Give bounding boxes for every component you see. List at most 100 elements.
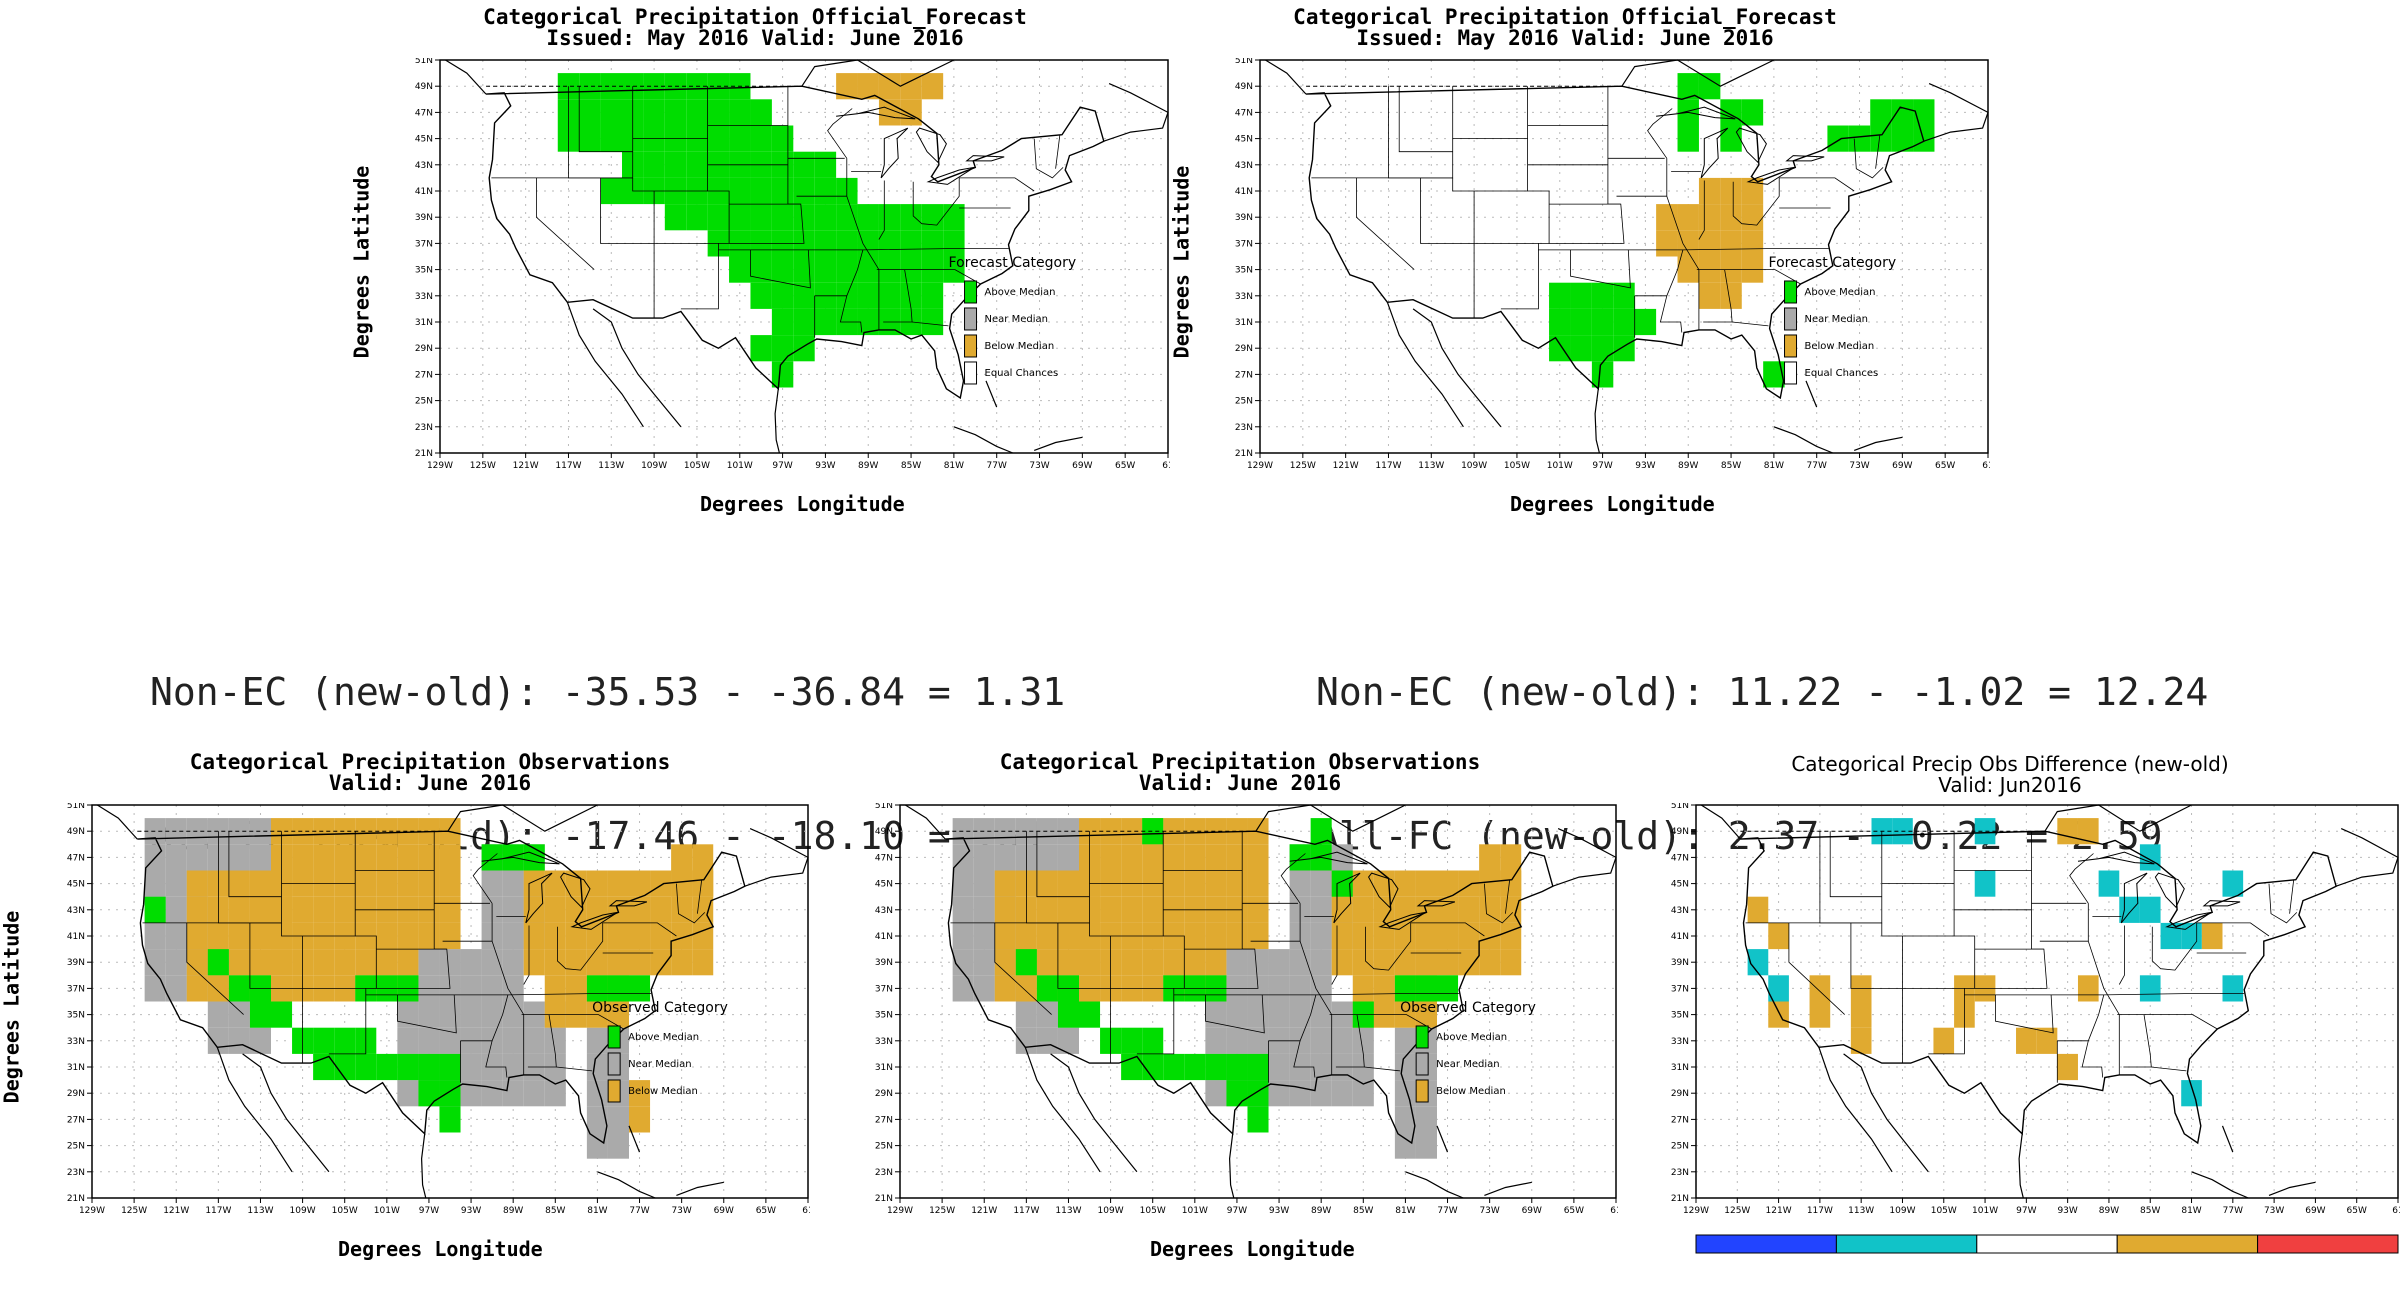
near-median-cell bbox=[1289, 1001, 1311, 1028]
colorbar-segment bbox=[2116, 1234, 2259, 1254]
above-median-cell bbox=[1741, 99, 1764, 126]
panel-title-line1: Categorical Precipitation Observations bbox=[999, 750, 1481, 774]
lat-tick-label: 35N bbox=[875, 1011, 893, 1021]
below-median-cell bbox=[1373, 975, 1395, 1002]
legend-label: Near Median bbox=[1436, 1059, 1499, 1070]
below-median-cell bbox=[692, 870, 714, 897]
below-median-cell bbox=[1720, 282, 1742, 309]
above-median-cell bbox=[579, 73, 601, 100]
below-median-cell bbox=[1205, 844, 1227, 871]
lon-tick-label: 125W bbox=[470, 461, 496, 471]
lon-tick-label: 101W bbox=[1547, 461, 1573, 471]
below-median-cell bbox=[1184, 818, 1206, 845]
above-median-cell bbox=[607, 975, 629, 1002]
lat-tick-label: 23N bbox=[1671, 1168, 1689, 1178]
below-median-cell bbox=[671, 896, 693, 923]
lon-tick-label: 129W bbox=[887, 1206, 913, 1216]
plus1-change-cell bbox=[2036, 1027, 2058, 1054]
lat-tick-label: 39N bbox=[1235, 213, 1253, 223]
below-median-cell bbox=[1352, 922, 1374, 950]
axis-ticks: 129W 125W 121W 117W 113W 109W 105W 101W 97W 93W 89… bbox=[1671, 803, 2400, 1216]
near-median-cell bbox=[1057, 844, 1079, 871]
panel-title-line2: Issued: May 2016 Valid: June 2016 bbox=[1356, 26, 1774, 50]
lat-tick-label: 51N bbox=[67, 803, 85, 811]
below-median-cell bbox=[228, 922, 250, 950]
above-median-cell bbox=[750, 99, 772, 126]
below-median-cell bbox=[607, 870, 629, 897]
above-median-cell bbox=[836, 204, 858, 231]
lat-tick-label: 31N bbox=[875, 1063, 893, 1073]
lat-tick-label: 37N bbox=[415, 239, 433, 249]
lat-tick-label: 49N bbox=[415, 82, 433, 92]
below-median-cell bbox=[1163, 818, 1185, 845]
near-median-cell bbox=[228, 1001, 250, 1028]
map-legend: Observed Category Above Median Near Median… bbox=[1400, 1000, 1536, 1103]
near-median-cell bbox=[1036, 1027, 1058, 1054]
below-median-cell bbox=[1415, 870, 1437, 897]
near-median-cell bbox=[144, 922, 166, 950]
below-median-cell bbox=[292, 896, 314, 923]
below-median-cell bbox=[397, 949, 419, 976]
lat-tick-label: 25N bbox=[1235, 397, 1253, 407]
below-median-cell bbox=[607, 922, 629, 950]
below-median-cell bbox=[1247, 844, 1269, 871]
lat-tick-label: 31N bbox=[1671, 1063, 1689, 1073]
near-median-cell bbox=[973, 949, 995, 976]
below-median-cell bbox=[186, 870, 208, 897]
legend-title: Forecast Category bbox=[949, 255, 1077, 271]
below-median-cell bbox=[629, 922, 651, 950]
below-median-cell bbox=[994, 975, 1016, 1002]
lon-tick-label: 69W bbox=[1522, 1206, 1542, 1216]
lat-tick-label: 45N bbox=[415, 135, 433, 145]
legend-swatch bbox=[607, 1079, 621, 1103]
near-median-cell bbox=[994, 844, 1016, 871]
near-median-cell bbox=[481, 870, 503, 897]
map-frame: 129W 125W 121W 117W 113W 109W 105W 101W 97W 93W 89… bbox=[415, 58, 1170, 471]
lat-tick-label: 43N bbox=[1235, 161, 1253, 171]
above-median-cell bbox=[1437, 975, 1459, 1002]
near-median-cell bbox=[1036, 818, 1058, 845]
legend-swatch bbox=[1415, 1079, 1429, 1103]
lat-tick-label: 33N bbox=[415, 292, 433, 302]
above-median-cell bbox=[1591, 361, 1614, 388]
lat-tick-label: 29N bbox=[415, 344, 433, 354]
below-median-cell bbox=[1720, 177, 1742, 205]
below-median-cell bbox=[586, 896, 608, 923]
x-axis-label: Degrees Longitude bbox=[1510, 492, 1715, 516]
below-median-cell bbox=[586, 922, 608, 950]
lat-tick-label: 51N bbox=[875, 803, 893, 811]
above-median-cell bbox=[814, 151, 837, 178]
lon-tick-label: 121W bbox=[1766, 1206, 1792, 1216]
below-median-cell bbox=[1479, 922, 1501, 950]
lon-tick-label: 117W bbox=[555, 461, 581, 471]
below-median-cell bbox=[355, 949, 377, 976]
lon-tick-label: 121W bbox=[1333, 461, 1359, 471]
below-median-cell bbox=[397, 844, 419, 871]
below-median-cell bbox=[671, 870, 693, 897]
near-median-cell bbox=[186, 844, 208, 871]
minus1-change-cell bbox=[2222, 870, 2244, 897]
above-median-cell bbox=[793, 151, 815, 178]
plus1-change-cell bbox=[1850, 1027, 1872, 1054]
lat-tick-label: 31N bbox=[1235, 318, 1253, 328]
near-median-cell bbox=[460, 949, 482, 976]
lon-tick-label: 69W bbox=[1892, 461, 1912, 471]
near-median-cell bbox=[502, 1080, 524, 1107]
above-median-cell bbox=[857, 256, 879, 283]
near-median-cell bbox=[586, 1053, 608, 1081]
near-median-cell bbox=[481, 949, 503, 976]
above-median-cell bbox=[1247, 1053, 1269, 1081]
near-median-cell bbox=[1205, 1001, 1227, 1028]
below-median-cell bbox=[994, 870, 1016, 897]
below-median-cell bbox=[1100, 844, 1122, 871]
below-median-cell bbox=[1331, 922, 1353, 950]
lon-tick-label: 101W bbox=[1972, 1206, 1998, 1216]
legend-swatch bbox=[1784, 280, 1798, 304]
lon-tick-label: 73W bbox=[1849, 461, 1869, 471]
above-median-cell bbox=[439, 1080, 461, 1107]
lon-tick-label: 85W bbox=[1353, 1206, 1373, 1216]
lat-tick-label: 33N bbox=[1671, 1037, 1689, 1047]
panel-title-line2: Valid: June 2016 bbox=[1138, 771, 1342, 795]
near-median-cell bbox=[502, 896, 524, 923]
below-median-cell bbox=[1698, 204, 1721, 231]
